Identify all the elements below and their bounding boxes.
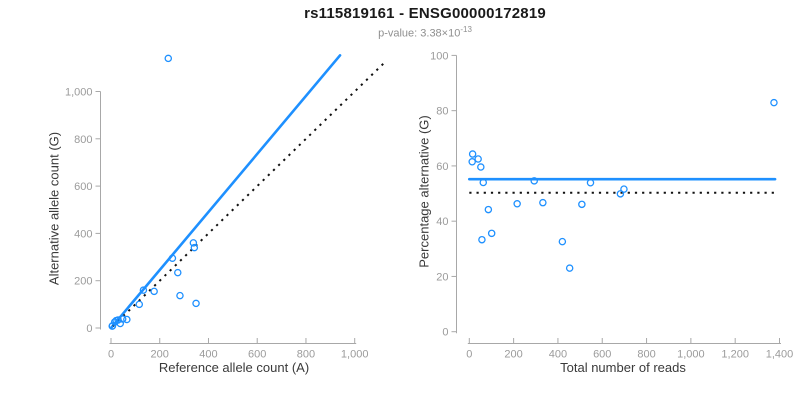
y-tick-label: 800 [74,134,92,146]
x-tick-label: 0 [466,349,472,361]
left-y-axis-title: Alternative allele count (G) [46,131,62,286]
data-point [192,299,200,308]
x-tick-label: 800 [297,349,315,361]
x-tick-label: 0 [108,349,114,361]
fitted-proportion-line [110,54,342,329]
data-point [539,198,547,207]
data-point [174,268,182,277]
data-point [118,315,127,323]
data-point [565,264,574,272]
data-point [477,163,485,171]
x-tick-label: 400 [199,349,217,361]
y-tick-label: 60 [436,161,448,173]
pvalue-text: p-value: 3.38×10 [378,27,461,40]
data-point [479,178,488,187]
data-point [620,185,628,193]
y-tick-label: 1,000 [65,87,93,99]
data-point [558,237,567,246]
data-point [150,287,158,296]
figure-title: rs115819161 - ENSG00000172819 [304,5,546,22]
data-point [478,235,486,244]
data-point [123,315,131,324]
data-point [176,291,184,300]
data-point [616,190,625,198]
x-tick-label: 1,000 [677,349,705,361]
y-tick-label: 200 [74,276,92,288]
pvalue-exponent: -13 [460,25,472,34]
data-point [189,239,198,247]
x-tick-label: 400 [549,349,567,361]
y-tick-label: 20 [436,271,448,283]
x-tick-label: 600 [593,349,611,361]
figure-subtitle-pvalue: p-value: 3.38×10-13 [95,25,755,40]
data-point [468,158,476,166]
y-tick-label: 0 [86,323,92,335]
data-point [164,54,173,63]
data-point [487,229,496,238]
x-tick-label: 1,200 [721,349,749,361]
data-point [586,179,595,187]
expected-50-50-line [112,60,388,327]
left-x-axis-title: Reference allele count (A) [158,360,310,375]
data-point [168,254,177,262]
data-point [484,205,493,214]
data-point [770,98,778,107]
y-tick-label: 600 [74,181,92,193]
y-tick-label: 100 [430,50,448,62]
data-point [530,177,538,185]
x-tick-label: 200 [151,349,169,361]
data-point [135,300,144,309]
data-point [108,322,117,330]
data-point [468,150,477,158]
data-point [578,200,586,209]
x-tick-label: 600 [248,349,266,361]
x-tick-label: 800 [637,349,655,361]
right-x-axis-title: Total number of reads [560,360,686,375]
data-point [474,155,482,163]
y-tick-label: 0 [442,327,448,339]
data-point [139,286,148,294]
x-tick-label: 1,400 [766,349,794,361]
x-tick-label: 200 [504,349,522,361]
data-point [190,243,199,252]
y-tick-label: 40 [436,216,448,228]
y-tick-label: 80 [436,106,448,118]
y-tick-label: 400 [74,228,92,240]
data-point [513,200,521,208]
x-tick-label: 1,000 [341,349,369,361]
right-y-axis-title: Percentage alternative (G) [416,115,432,268]
